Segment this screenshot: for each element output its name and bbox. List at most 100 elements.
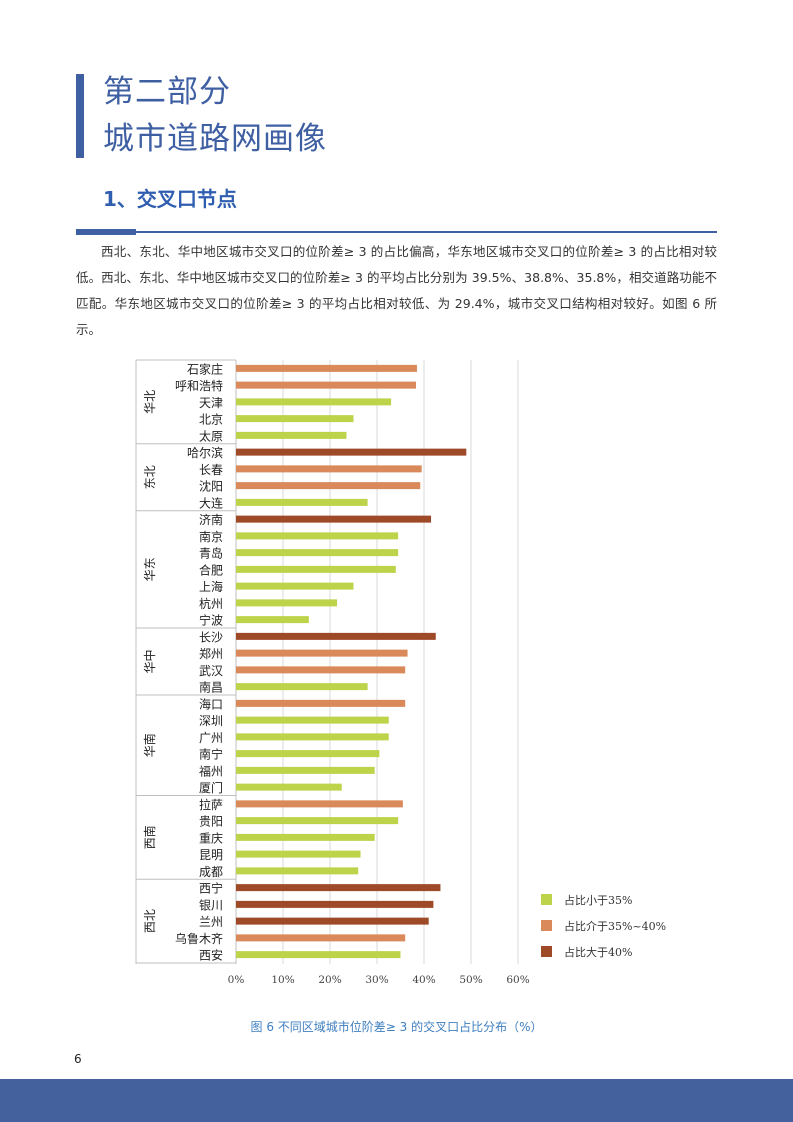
city-label: 长沙 bbox=[199, 630, 223, 644]
city-label: 宁波 bbox=[199, 613, 223, 628]
bar bbox=[236, 750, 380, 758]
city-label: 广州 bbox=[199, 731, 223, 745]
bar bbox=[236, 867, 359, 875]
x-tick-label: 10% bbox=[271, 974, 294, 986]
region-label: 华中 bbox=[142, 649, 157, 673]
city-label: 昆明 bbox=[199, 848, 223, 862]
bar bbox=[236, 515, 432, 523]
city-label: 拉萨 bbox=[199, 797, 223, 812]
region-label: 西南 bbox=[142, 825, 157, 849]
bar bbox=[236, 465, 422, 473]
bar bbox=[236, 649, 408, 657]
city-label: 大连 bbox=[199, 495, 223, 510]
city-label: 兰州 bbox=[199, 915, 223, 929]
bar bbox=[236, 884, 441, 892]
legend-label: 占比介于35%~40% bbox=[564, 919, 666, 933]
city-label: 石家庄 bbox=[187, 361, 223, 376]
legend-label: 占比小于35% bbox=[564, 893, 632, 907]
city-label: 贵阳 bbox=[199, 815, 223, 829]
bar bbox=[236, 833, 375, 841]
figure-caption: 图 6 不同区域城市位阶差≥ 3 的交叉口占比分布（%） bbox=[250, 1020, 543, 1034]
legend-swatch bbox=[541, 920, 552, 931]
city-label: 南宁 bbox=[199, 747, 223, 762]
bar bbox=[236, 448, 467, 456]
city-label: 杭州 bbox=[199, 596, 223, 611]
city-label: 西宁 bbox=[199, 881, 223, 896]
city-label: 深圳 bbox=[199, 714, 223, 728]
city-label: 海口 bbox=[199, 696, 223, 711]
region-label: 东北 bbox=[143, 465, 157, 489]
bar bbox=[236, 716, 389, 724]
city-label: 沈阳 bbox=[199, 479, 223, 494]
bar bbox=[236, 381, 417, 389]
bar bbox=[236, 733, 389, 741]
city-label: 天津 bbox=[199, 396, 223, 410]
legend-swatch bbox=[541, 946, 552, 957]
x-tick-label: 30% bbox=[365, 974, 388, 986]
city-label: 重庆 bbox=[199, 831, 223, 845]
city-label: 南昌 bbox=[199, 680, 223, 695]
bar bbox=[236, 431, 347, 439]
region-label: 西北 bbox=[143, 909, 157, 933]
part-subtitle: 城市道路网画像 bbox=[103, 121, 327, 157]
heading-rule bbox=[136, 231, 717, 233]
city-label: 上海 bbox=[199, 579, 223, 594]
city-label: 北京 bbox=[199, 413, 223, 427]
city-label: 呼和浩特 bbox=[175, 378, 223, 393]
city-label: 长春 bbox=[199, 463, 223, 477]
legend-swatch bbox=[541, 894, 552, 905]
city-label: 哈尔滨 bbox=[187, 445, 223, 460]
bar bbox=[236, 616, 309, 624]
section-heading: 1、交叉口节点 bbox=[103, 187, 237, 211]
bar bbox=[236, 364, 417, 372]
bar bbox=[236, 599, 338, 607]
page-number: 6 bbox=[74, 1052, 82, 1066]
bar bbox=[236, 415, 354, 423]
body-paragraph: 西北、东北、华中地区城市交叉口的位阶差≥ 3 的占比偏高，华东地区城市交叉口的位… bbox=[76, 244, 717, 337]
bar bbox=[236, 951, 401, 959]
bar bbox=[236, 532, 399, 540]
bar bbox=[236, 900, 434, 908]
bar bbox=[236, 817, 399, 825]
city-label: 太原 bbox=[199, 428, 223, 443]
title-accent-bar bbox=[76, 74, 84, 158]
part-title: 第二部分 bbox=[103, 74, 231, 110]
bar bbox=[236, 632, 436, 640]
city-label: 福州 bbox=[199, 763, 223, 778]
city-label: 郑州 bbox=[199, 646, 223, 661]
city-label: 厦门 bbox=[199, 780, 223, 795]
region-label: 华南 bbox=[142, 733, 157, 757]
bar bbox=[236, 666, 406, 674]
x-tick-label: 60% bbox=[506, 974, 529, 986]
x-tick-label: 40% bbox=[412, 974, 435, 986]
bar bbox=[236, 582, 354, 590]
bar bbox=[236, 565, 396, 573]
x-tick-label: 0% bbox=[228, 974, 245, 986]
city-label: 西安 bbox=[199, 948, 223, 963]
city-label: 青岛 bbox=[199, 546, 223, 561]
bar bbox=[236, 800, 403, 808]
footer-band bbox=[0, 1079, 793, 1122]
x-tick-label: 50% bbox=[459, 974, 482, 986]
city-label: 合肥 bbox=[199, 562, 223, 577]
bar bbox=[236, 766, 375, 774]
city-label: 南京 bbox=[199, 529, 223, 544]
city-label: 乌鲁木齐 bbox=[175, 931, 223, 946]
bar bbox=[236, 917, 429, 925]
bar bbox=[236, 783, 342, 791]
bar bbox=[236, 398, 392, 406]
bar bbox=[236, 683, 368, 691]
legend-label: 占比大于40% bbox=[564, 945, 632, 959]
bar bbox=[236, 699, 406, 707]
heading-rule-accent bbox=[76, 229, 136, 235]
region-label: 华东 bbox=[143, 557, 157, 581]
city-label: 成都 bbox=[199, 865, 223, 879]
city-label: 银川 bbox=[199, 898, 223, 912]
city-label: 武汉 bbox=[199, 664, 223, 678]
x-tick-label: 20% bbox=[318, 974, 341, 986]
bar bbox=[236, 498, 368, 506]
bar bbox=[236, 934, 406, 942]
region-label: 华北 bbox=[143, 390, 157, 414]
bar bbox=[236, 549, 399, 557]
